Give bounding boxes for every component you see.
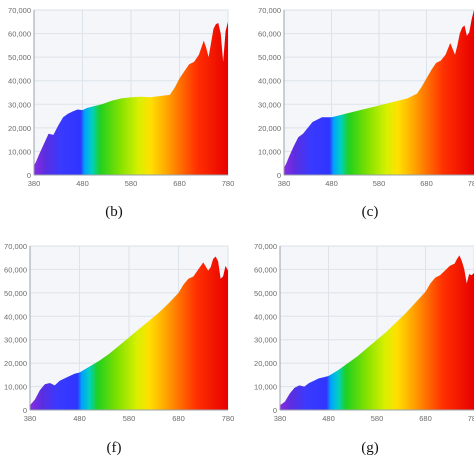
y-tick-label: 20,000 (254, 359, 277, 368)
chart-panel-c: 380 480 580 680 780 0 10,000 20,000 30,000 40,000… (240, 0, 474, 200)
x-tick-label: 580 (123, 414, 136, 423)
caption-b: (b) (105, 204, 123, 220)
y-tick-label: 0 (277, 171, 281, 180)
chart-svg: 380 480 580 680 780 0 10,000 20,000 30,000 40,000… (258, 6, 474, 188)
x-tick-label: 780 (468, 414, 474, 423)
x-tick-label: 780 (468, 179, 474, 188)
y-tick-label: 40,000 (254, 312, 277, 321)
x-tick-label: 480 (322, 414, 335, 423)
caption-f: (f) (106, 440, 122, 456)
y-tick-label: 40,000 (4, 312, 27, 321)
y-tick-label: 40,000 (8, 77, 31, 86)
x-tick-label: 680 (173, 179, 186, 188)
x-tick-label: 380 (274, 414, 287, 423)
x-tick-label: 580 (371, 414, 384, 423)
x-tick-label: 580 (125, 179, 138, 188)
x-tick-label: 680 (419, 414, 432, 423)
x-tick-label: 380 (28, 179, 41, 188)
spectrum-area (284, 10, 474, 175)
chart-svg: 380 480 580 680 780 0 10,000 20,000 30,000 40,000… (8, 6, 235, 188)
y-tick-label: 10,000 (258, 147, 281, 156)
y-tick-label: 70,000 (8, 6, 31, 15)
chart-panel-f: 380 480 580 680 780 0 10,000 20,000 30,000 40,000… (0, 236, 236, 436)
y-tick-label: 10,000 (254, 383, 277, 392)
y-tick-label: 50,000 (258, 53, 281, 62)
y-tick-label: 0 (23, 406, 27, 415)
y-tick-label: 30,000 (8, 100, 31, 109)
spectrum-area (34, 21, 228, 175)
y-tick-label: 50,000 (4, 289, 27, 298)
y-tick-label: 50,000 (8, 53, 31, 62)
chart-svg: 380 480 580 680 780 0 10,000 20,000 30,000 40,000… (4, 242, 235, 423)
y-tick-label: 20,000 (258, 124, 281, 133)
y-tick-label: 30,000 (4, 336, 27, 345)
y-tick-label: 60,000 (254, 265, 277, 274)
x-tick-label: 480 (76, 179, 89, 188)
x-tick-label: 480 (325, 179, 338, 188)
chart-panel-g: 380 480 580 680 780 0 10,000 20,000 30,000 40,000… (240, 236, 474, 436)
y-tick-label: 0 (27, 171, 31, 180)
chart-panel-b: 380 480 580 680 780 0 10,000 20,000 30,000 40,000… (0, 0, 236, 200)
y-tick-label: 40,000 (258, 77, 281, 86)
y-tick-label: 60,000 (258, 30, 281, 39)
y-tick-label: 30,000 (258, 100, 281, 109)
y-tick-label: 10,000 (4, 383, 27, 392)
x-tick-label: 680 (172, 414, 185, 423)
x-tick-label: 580 (373, 179, 386, 188)
spectrum-area (30, 256, 228, 410)
y-tick-label: 60,000 (8, 30, 31, 39)
x-tick-label: 780 (222, 179, 235, 188)
spectrum-area (280, 255, 474, 410)
caption-g: (g) (361, 440, 379, 456)
y-tick-label: 70,000 (258, 6, 281, 15)
y-tick-label: 20,000 (8, 124, 31, 133)
y-tick-label: 60,000 (4, 265, 27, 274)
y-tick-label: 20,000 (4, 359, 27, 368)
y-tick-label: 70,000 (4, 242, 27, 251)
caption-c: (c) (361, 204, 379, 220)
x-tick-label: 780 (222, 414, 235, 423)
y-tick-label: 50,000 (254, 289, 277, 298)
y-tick-label: 0 (273, 406, 277, 415)
x-tick-label: 680 (420, 179, 433, 188)
y-tick-label: 70,000 (254, 242, 277, 251)
y-tick-label: 10,000 (8, 147, 31, 156)
x-tick-label: 380 (278, 179, 291, 188)
y-tick-label: 30,000 (254, 336, 277, 345)
x-tick-label: 380 (24, 414, 37, 423)
chart-svg: 380 480 580 680 780 0 10,000 20,000 30,000 40,000… (254, 242, 474, 423)
x-tick-label: 480 (73, 414, 86, 423)
